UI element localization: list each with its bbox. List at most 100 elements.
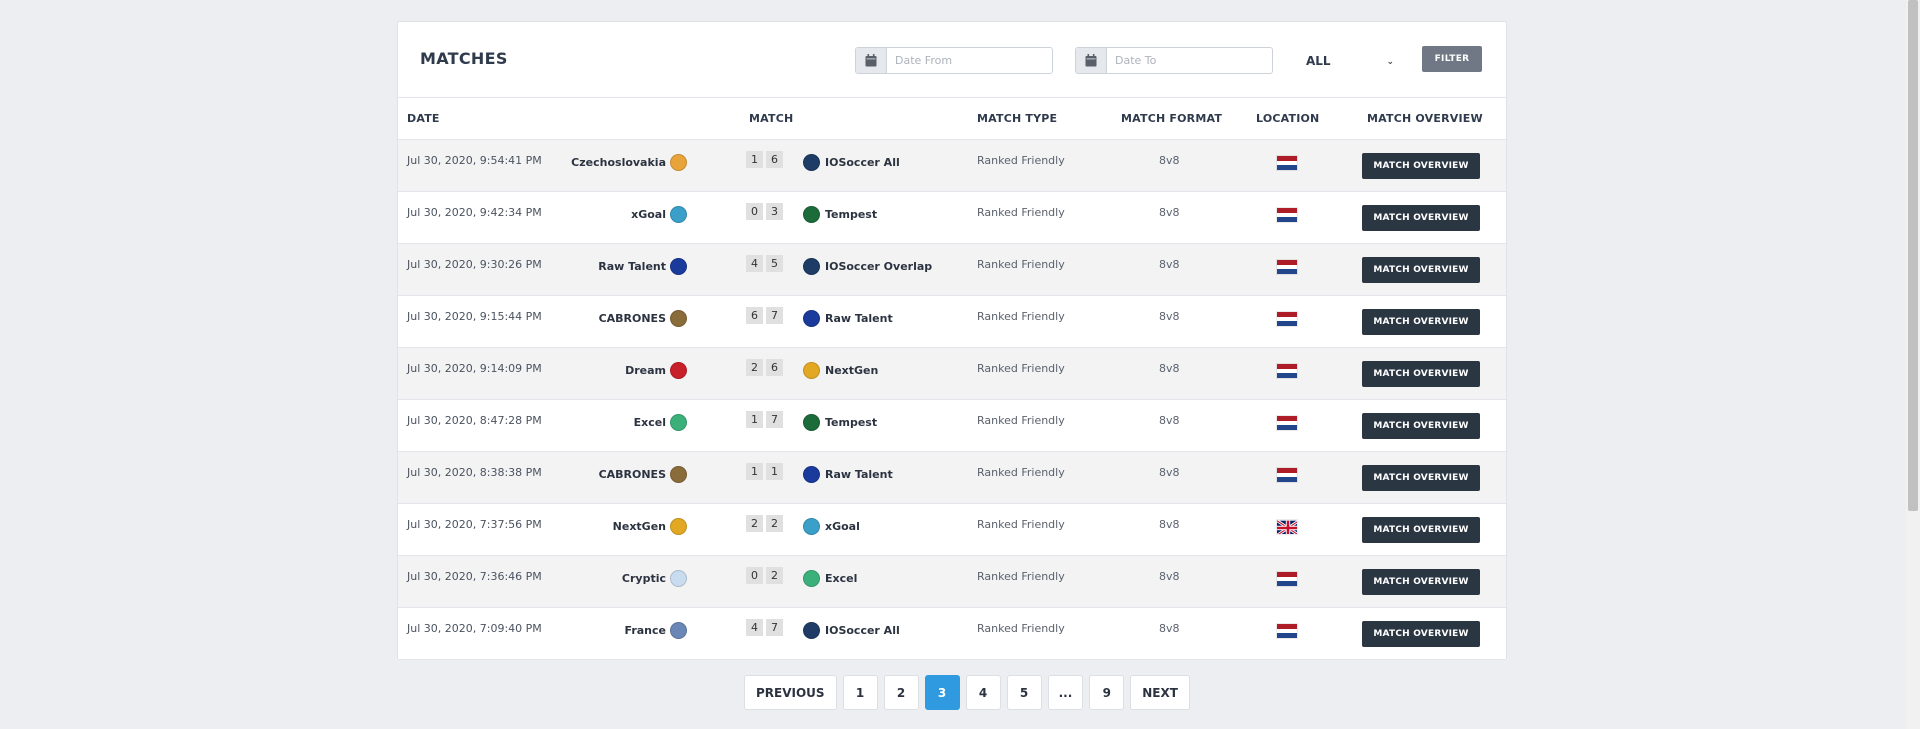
match-date: Jul 30, 2020, 8:38:38 PM <box>407 466 542 479</box>
home-score: 2 <box>746 515 763 532</box>
match-format: 8v8 <box>1159 622 1180 635</box>
page-5-button[interactable]: 5 <box>1006 675 1042 710</box>
home-score: 1 <box>746 151 763 168</box>
date-from-input[interactable] <box>887 48 1052 73</box>
table-row: Jul 30, 2020, 9:54:41 PM Czechoslovakia 1 6… <box>398 140 1506 192</box>
away-score: 2 <box>766 567 783 584</box>
match-format: 8v8 <box>1159 518 1180 531</box>
away-team-name: IOSoccer All <box>825 624 900 637</box>
match-format: 8v8 <box>1159 466 1180 479</box>
home-team[interactable]: CABRONES <box>599 310 687 327</box>
table-row: Jul 30, 2020, 7:36:46 PM Cryptic 0 2 Excel Ra… <box>398 556 1506 608</box>
previous-page-button[interactable]: PREVIOUS <box>744 675 837 710</box>
home-team[interactable]: Czechoslovakia <box>571 154 687 171</box>
netherlands-flag-icon <box>1276 467 1298 483</box>
away-team[interactable]: NextGen <box>803 362 878 379</box>
home-team[interactable]: Cryptic <box>622 570 687 587</box>
match-overview-button[interactable]: MATCH OVERVIEW <box>1362 309 1480 335</box>
netherlands-flag-icon <box>1276 155 1298 171</box>
away-team[interactable]: Raw Talent <box>803 310 893 327</box>
away-team[interactable]: Excel <box>803 570 857 587</box>
date-to-field[interactable] <box>1075 47 1273 74</box>
next-page-button[interactable]: NEXT <box>1130 675 1190 710</box>
filter-button[interactable]: FILTER <box>1422 46 1482 72</box>
match-overview-button[interactable]: MATCH OVERVIEW <box>1362 257 1480 283</box>
table-row: Jul 30, 2020, 9:15:44 PM CABRONES 6 7 Raw Ta… <box>398 296 1506 348</box>
match-date: Jul 30, 2020, 7:09:40 PM <box>407 622 542 635</box>
page-9-button[interactable]: 9 <box>1089 675 1125 710</box>
netherlands-flag-icon <box>1276 311 1298 327</box>
page-scrollbar[interactable] <box>1906 0 1920 729</box>
away-team[interactable]: Tempest <box>803 206 877 223</box>
match-overview-button[interactable]: MATCH OVERVIEW <box>1362 465 1480 491</box>
page-2-button[interactable]: 2 <box>883 675 919 710</box>
match-date: Jul 30, 2020, 9:15:44 PM <box>407 310 542 323</box>
home-team[interactable]: Dream <box>625 362 687 379</box>
match-date: Jul 30, 2020, 9:54:41 PM <box>407 154 542 167</box>
team-logo-icon <box>803 362 820 379</box>
match-overview-button[interactable]: MATCH OVERVIEW <box>1362 205 1480 231</box>
match-type-select[interactable]: ALL ⌄ <box>1302 49 1412 73</box>
date-from-field[interactable] <box>855 47 1053 74</box>
home-team[interactable]: NextGen <box>613 518 687 535</box>
away-team[interactable]: IOSoccer Overlap <box>803 258 932 275</box>
scrollbar-thumb[interactable] <box>1908 0 1918 511</box>
page-1-button[interactable]: 1 <box>842 675 878 710</box>
away-team[interactable]: IOSoccer All <box>803 154 900 171</box>
away-team-name: Excel <box>825 572 858 585</box>
match-overview-button[interactable]: MATCH OVERVIEW <box>1362 413 1480 439</box>
table-row: Jul 30, 2020, 7:37:56 PM NextGen 2 2 xGoal Ra… <box>398 504 1506 556</box>
home-team[interactable]: xGoal <box>631 206 687 223</box>
away-score: 6 <box>766 151 783 168</box>
away-score: 7 <box>766 307 783 324</box>
home-score: 2 <box>746 359 763 376</box>
date-to-input[interactable] <box>1107 48 1272 73</box>
away-team-name: Raw Talent <box>825 468 893 481</box>
netherlands-flag-icon <box>1276 623 1298 639</box>
match-type: Ranked Friendly <box>977 310 1065 323</box>
match-type: Ranked Friendly <box>977 466 1065 479</box>
away-score: 7 <box>766 411 783 428</box>
away-team[interactable]: IOSoccer All <box>803 622 900 639</box>
column-match-format: MATCH FORMAT <box>1121 112 1223 125</box>
match-overview-button[interactable]: MATCH OVERVIEW <box>1362 569 1480 595</box>
matches-card: MATCHES ALL ⌄ FILTER DATE MATCH MATCH TY… <box>397 21 1507 660</box>
team-logo-icon <box>670 518 687 535</box>
match-date: Jul 30, 2020, 7:37:56 PM <box>407 518 542 531</box>
match-overview-button[interactable]: MATCH OVERVIEW <box>1362 153 1480 179</box>
column-date: DATE <box>407 112 440 125</box>
match-type: Ranked Friendly <box>977 258 1065 271</box>
uk-flag-icon <box>1276 519 1298 535</box>
away-team-name: NextGen <box>825 364 879 377</box>
home-score: 0 <box>746 567 763 584</box>
match-type: Ranked Friendly <box>977 570 1065 583</box>
home-team[interactable]: Excel <box>634 414 687 431</box>
chevron-down-icon: ⌄ <box>1386 57 1394 67</box>
away-team[interactable]: Tempest <box>803 414 877 431</box>
away-team[interactable]: xGoal <box>803 518 860 535</box>
page-ellipsis-button[interactable]: ... <box>1047 675 1084 710</box>
page-4-button[interactable]: 4 <box>965 675 1001 710</box>
match-type: Ranked Friendly <box>977 362 1065 375</box>
home-team-name: CABRONES <box>598 312 666 325</box>
away-team[interactable]: Raw Talent <box>803 466 893 483</box>
table-header: DATE MATCH MATCH TYPE MATCH FORMAT LOCAT… <box>398 98 1506 140</box>
match-overview-button[interactable]: MATCH OVERVIEW <box>1362 621 1480 647</box>
home-team-name: Dream <box>625 364 666 377</box>
home-team[interactable]: France <box>625 622 687 639</box>
away-team-name: xGoal <box>825 520 860 533</box>
match-overview-button[interactable]: MATCH OVERVIEW <box>1362 517 1480 543</box>
team-logo-icon <box>670 622 687 639</box>
home-score: 6 <box>746 307 763 324</box>
team-logo-icon <box>670 362 687 379</box>
match-format: 8v8 <box>1159 570 1180 583</box>
home-team[interactable]: CABRONES <box>599 466 687 483</box>
home-team-name: xGoal <box>631 208 666 221</box>
team-logo-icon <box>670 206 687 223</box>
page-3-button[interactable]: 3 <box>924 675 960 710</box>
home-team[interactable]: Raw Talent <box>598 258 687 275</box>
match-overview-button[interactable]: MATCH OVERVIEW <box>1362 361 1480 387</box>
away-score: 6 <box>766 359 783 376</box>
team-logo-icon <box>803 518 820 535</box>
netherlands-flag-icon <box>1276 571 1298 587</box>
